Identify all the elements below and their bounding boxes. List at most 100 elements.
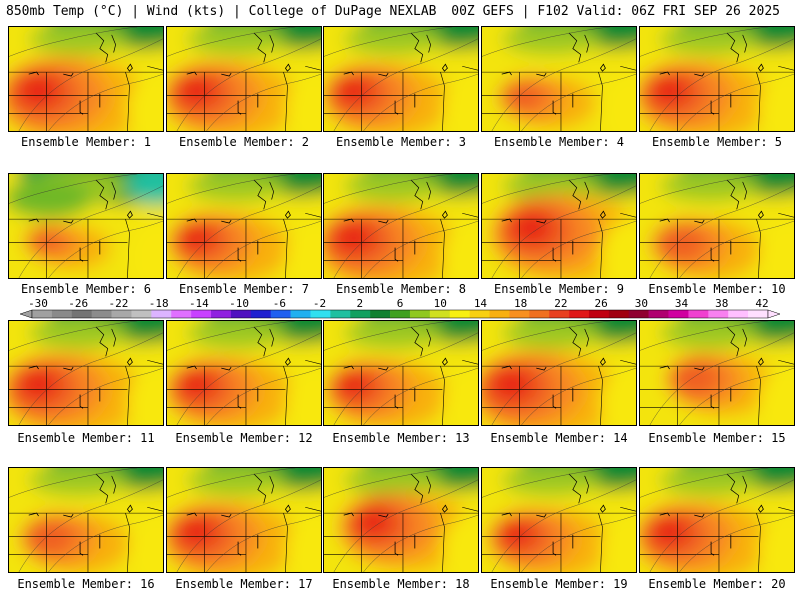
member-label: Ensemble Member: 14 — [490, 431, 628, 445]
colorbar-swatch — [370, 310, 391, 318]
colorbar-tick-label: 14 — [474, 297, 488, 310]
colorbar-tick-label: 18 — [514, 297, 527, 310]
colorbar-swatch — [191, 310, 212, 318]
ensemble-map-panel — [639, 26, 795, 132]
colorbar-tick-label: -30 — [28, 297, 48, 310]
temperature-field-map — [482, 468, 636, 572]
member-label: Ensemble Member: 1 — [20, 135, 152, 149]
temperature-field-map — [324, 174, 478, 278]
temperature-field-map — [167, 321, 321, 425]
member-label: Ensemble Member: 13 — [332, 431, 470, 445]
colorbar-max-arrow — [767, 309, 781, 319]
colorbar-swatch — [131, 310, 152, 318]
colorbar-swatch — [350, 310, 371, 318]
colorbar-tick-label: -10 — [229, 297, 249, 310]
ensemble-map-panel — [8, 320, 164, 426]
colorbar-tick-label: 22 — [554, 297, 567, 310]
colorbar-swatch — [171, 310, 192, 318]
colorbar-swatch — [648, 310, 669, 318]
ensemble-map-panel — [166, 467, 322, 573]
member-label: Ensemble Member: 6 — [20, 282, 152, 296]
colorbar-swatch — [409, 310, 431, 318]
colorbar-swatch — [489, 310, 510, 318]
member-label: Ensemble Member: 5 — [651, 135, 783, 149]
temperature-field-map — [640, 321, 794, 425]
colorbar-swatch — [32, 310, 53, 318]
colorbar-swatch — [569, 310, 590, 318]
member-label: Ensemble Member: 18 — [332, 577, 470, 591]
ensemble-map-panel — [166, 26, 322, 132]
ensemble-map-panel — [8, 173, 164, 279]
colorbar-swatch — [151, 310, 172, 318]
colorbar-swatch — [688, 310, 709, 318]
member-label: Ensemble Member: 19 — [490, 577, 628, 591]
ensemble-map-panel — [481, 26, 637, 132]
colorbar-swatch — [748, 310, 769, 318]
ensemble-map-panel — [8, 467, 164, 573]
temperature-field-map — [640, 174, 794, 278]
colorbar-swatch — [588, 310, 610, 318]
ensemble-map-panel — [323, 320, 479, 426]
temperature-field-map — [324, 321, 478, 425]
ensemble-map-panel — [166, 173, 322, 279]
colorbar-swatch — [390, 310, 411, 318]
ensemble-map-panel — [8, 26, 164, 132]
colorbar-tick-label: 30 — [635, 297, 648, 310]
colorbar-tick-label: 26 — [594, 297, 607, 310]
member-label: Ensemble Member: 16 — [17, 577, 155, 591]
member-label: Ensemble Member: 4 — [493, 135, 625, 149]
colorbar-tick-label: -18 — [149, 297, 169, 310]
colorbar-tick-label: 2 — [356, 297, 363, 310]
colorbar-swatch — [330, 310, 351, 318]
colorbar-swatch — [469, 310, 490, 318]
colorbar-min-arrow — [19, 309, 33, 319]
map-title: 850mb Temp (°C) | Wind (kts) | College o… — [6, 4, 437, 19]
colorbar-swatch — [71, 310, 92, 318]
colorbar-tick-label: 6 — [397, 297, 404, 310]
ensemble-map-panel — [481, 320, 637, 426]
temperature-colorbar: -30 -26 -22 -18 -14 -10 -6 -2 2 6 10 14 18 22 26 30 34 38… — [19, 297, 781, 319]
colorbar-tick-label: -22 — [109, 297, 129, 310]
colorbar-tick-label: -14 — [189, 297, 209, 310]
member-label: Ensemble Member: 10 — [648, 282, 786, 296]
colorbar-tick-label: 38 — [715, 297, 728, 310]
member-label: Ensemble Member: 3 — [335, 135, 467, 149]
ensemble-map-panel — [323, 467, 479, 573]
ensemble-map-panel — [323, 173, 479, 279]
colorbar-swatch — [628, 310, 649, 318]
ensemble-map-panel — [481, 467, 637, 573]
valid-time: 00Z GEFS | F102 Valid: 06Z FRI SEP 26 20… — [451, 4, 780, 19]
temperature-field-map — [167, 174, 321, 278]
member-label: Ensemble Member: 7 — [178, 282, 310, 296]
colorbar-swatch — [449, 310, 470, 318]
temperature-field-map — [9, 321, 163, 425]
member-label: Ensemble Member: 9 — [493, 282, 625, 296]
ensemble-map-panel — [481, 173, 637, 279]
colorbar-swatch — [111, 310, 132, 318]
temperature-field-map — [482, 321, 636, 425]
member-label: Ensemble Member: 12 — [175, 431, 313, 445]
member-label: Ensemble Member: 20 — [648, 577, 786, 591]
colorbar-swatch — [549, 310, 570, 318]
member-label: Ensemble Member: 11 — [17, 431, 155, 445]
member-label: Ensemble Member: 15 — [648, 431, 786, 445]
colorbar-swatch — [91, 310, 112, 318]
colorbar-swatch — [211, 310, 232, 318]
colorbar-swatch — [290, 310, 311, 318]
colorbar-swatch — [51, 310, 73, 318]
ensemble-map-panel — [166, 320, 322, 426]
colorbar-swatch — [708, 310, 729, 318]
colorbar-tick-label: 10 — [434, 297, 447, 310]
member-label: Ensemble Member: 17 — [175, 577, 313, 591]
temperature-field-map — [9, 27, 163, 131]
ensemble-map-panel — [323, 26, 479, 132]
colorbar-swatch — [509, 310, 530, 318]
temperature-field-map — [324, 468, 478, 572]
colorbar-tick-label: -26 — [68, 297, 88, 310]
colorbar-swatch — [310, 310, 331, 318]
colorbar-tick-label: 34 — [675, 297, 689, 310]
colorbar-tick-label: -6 — [273, 297, 286, 310]
colorbar-swatch — [230, 310, 252, 318]
temperature-field-map — [167, 27, 321, 131]
member-label: Ensemble Member: 2 — [178, 135, 310, 149]
